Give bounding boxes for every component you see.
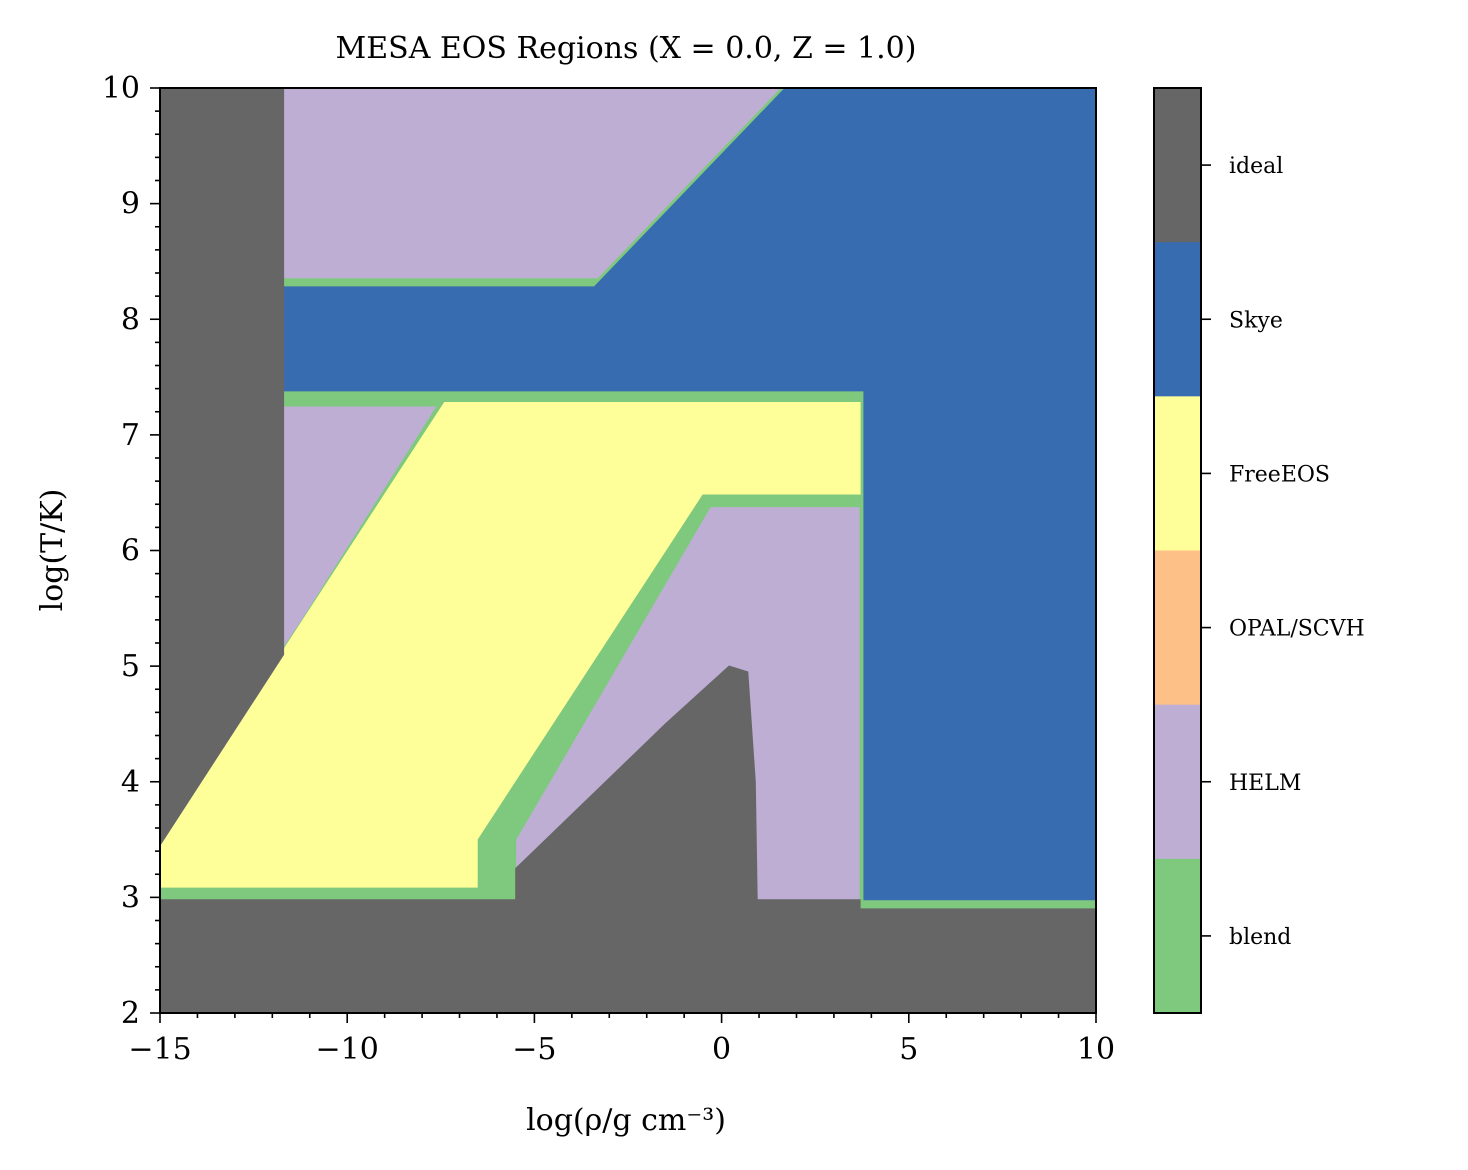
y-tick-label: 2 <box>121 996 140 1031</box>
chart-title: MESA EOS Regions (X = 0.0, Z = 1.0) <box>336 31 917 66</box>
colorbar-label: OPAL/SCVH <box>1229 617 1365 642</box>
y-tick-label: 6 <box>121 534 140 569</box>
y-tick-label: 10 <box>102 71 140 106</box>
y-axis-label: log(T/K) <box>35 489 70 612</box>
colorbar-swatch-skye <box>1154 242 1201 397</box>
colorbar: ideal Skye FreeEOS OPAL/SCVH HELM blend <box>1153 87 1365 1014</box>
x-tick-label: 0 <box>712 1032 731 1067</box>
y-tick-label: 8 <box>121 302 140 337</box>
x-tick-label: 10 <box>1077 1032 1115 1067</box>
colorbar-label: blend <box>1229 925 1291 950</box>
colorbar-swatch-blend <box>1154 858 1201 1014</box>
x-tick-label: −5 <box>512 1032 556 1067</box>
y-tick-label: 4 <box>121 765 140 800</box>
colorbar-swatch-opal-scvh <box>1154 550 1201 706</box>
region-skye-2 <box>271 88 1096 901</box>
x-axis: −15 −10 −5 0 5 10 <box>128 1013 1115 1067</box>
colorbar-swatch-helm <box>1154 704 1201 860</box>
x-tick-label: −15 <box>128 1032 191 1067</box>
x-tick-label: −10 <box>316 1032 379 1067</box>
colorbar-frame <box>1153 87 1202 1014</box>
region-layer <box>160 88 1096 1013</box>
colorbar-swatch-freeeos <box>1154 396 1201 551</box>
region-ideal-6 <box>160 88 285 847</box>
colorbar-label: Skye <box>1229 308 1283 333</box>
colorbar-label: ideal <box>1229 154 1283 179</box>
y-tick-label: 5 <box>121 649 140 684</box>
y-tick-label: 7 <box>121 418 140 453</box>
colorbar-swatch-ideal <box>1154 88 1201 243</box>
y-tick-label: 9 <box>121 187 140 222</box>
colorbar-label: HELM <box>1229 771 1301 796</box>
y-axis: 2 3 4 5 6 7 8 9 10 <box>102 71 160 1031</box>
y-tick-label: 3 <box>121 880 140 915</box>
x-axis-label: log(ρ/g cm⁻³) <box>526 1103 726 1138</box>
x-tick-label: 5 <box>899 1032 918 1067</box>
region-ideal-8 <box>160 899 1096 1013</box>
colorbar-label: FreeEOS <box>1229 462 1330 487</box>
